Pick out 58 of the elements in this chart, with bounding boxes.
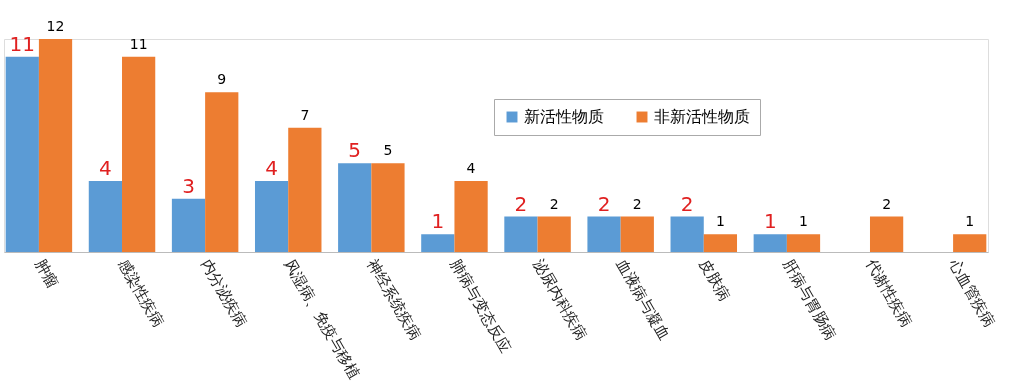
data-label: 1 (965, 213, 975, 230)
bar (703, 234, 738, 252)
legend-label: 新活性物质 (524, 107, 604, 126)
bar (869, 216, 904, 252)
x-tick-label: 肺病与变态反应 (446, 256, 515, 356)
data-label: 2 (597, 191, 611, 216)
data-label: 4 (466, 160, 476, 176)
x-tick-label: 风湿病、免疫与移植 (280, 256, 364, 382)
bar (753, 234, 787, 252)
data-label: 4 (99, 156, 112, 180)
x-tick-label: 神经系统疾病 (363, 256, 425, 343)
bar (421, 234, 455, 252)
bar (5, 56, 39, 252)
x-tick-label: 感染性疾病 (114, 256, 168, 330)
x-tick-label: 心血管疾病 (944, 255, 999, 330)
data-label: 5 (383, 142, 393, 159)
bar (670, 216, 704, 252)
data-label: 1 (799, 213, 808, 230)
legend-label: 非新活性物质 (654, 107, 750, 126)
bar (587, 216, 621, 252)
bar (88, 181, 123, 252)
data-label: 3 (182, 173, 195, 198)
x-tick-label: 血液病与凝血 (612, 256, 674, 343)
data-label: 4 (265, 156, 278, 180)
bar (504, 216, 538, 252)
data-label: 11 (129, 35, 148, 52)
data-label: 7 (300, 106, 310, 123)
data-label: 5 (348, 138, 362, 163)
x-tick-label: 肿瘤 (31, 256, 62, 291)
bar (171, 198, 206, 252)
data-label: 11 (9, 31, 36, 56)
bar (371, 163, 405, 252)
bar (620, 216, 654, 252)
data-label: 1 (431, 209, 445, 234)
bar (38, 39, 73, 252)
bar (537, 216, 571, 252)
bar (454, 181, 488, 252)
bar (338, 163, 372, 252)
data-label: 9 (217, 71, 227, 88)
bar (786, 234, 821, 252)
data-label: 12 (46, 18, 65, 34)
x-tick-label: 代谢性疾病 (861, 255, 916, 330)
data-label: 1 (715, 213, 725, 230)
x-tick-label: 泌尿内科疾病 (529, 256, 591, 343)
data-label: 2 (882, 195, 892, 212)
data-label: 2 (514, 191, 528, 216)
x-tick-label: 皮肤病 (695, 256, 735, 304)
data-label: 2 (632, 195, 642, 212)
bar (953, 234, 987, 252)
data-label: 2 (680, 191, 694, 216)
bar (122, 56, 156, 252)
bar (288, 127, 322, 252)
data-label: 1 (763, 209, 777, 234)
data-label: 2 (549, 195, 559, 212)
bar (254, 181, 289, 252)
x-tick-label: 内分泌疾病 (197, 256, 251, 330)
bar (205, 92, 239, 252)
x-tick-label: 肝病与胃肠病 (779, 256, 840, 343)
